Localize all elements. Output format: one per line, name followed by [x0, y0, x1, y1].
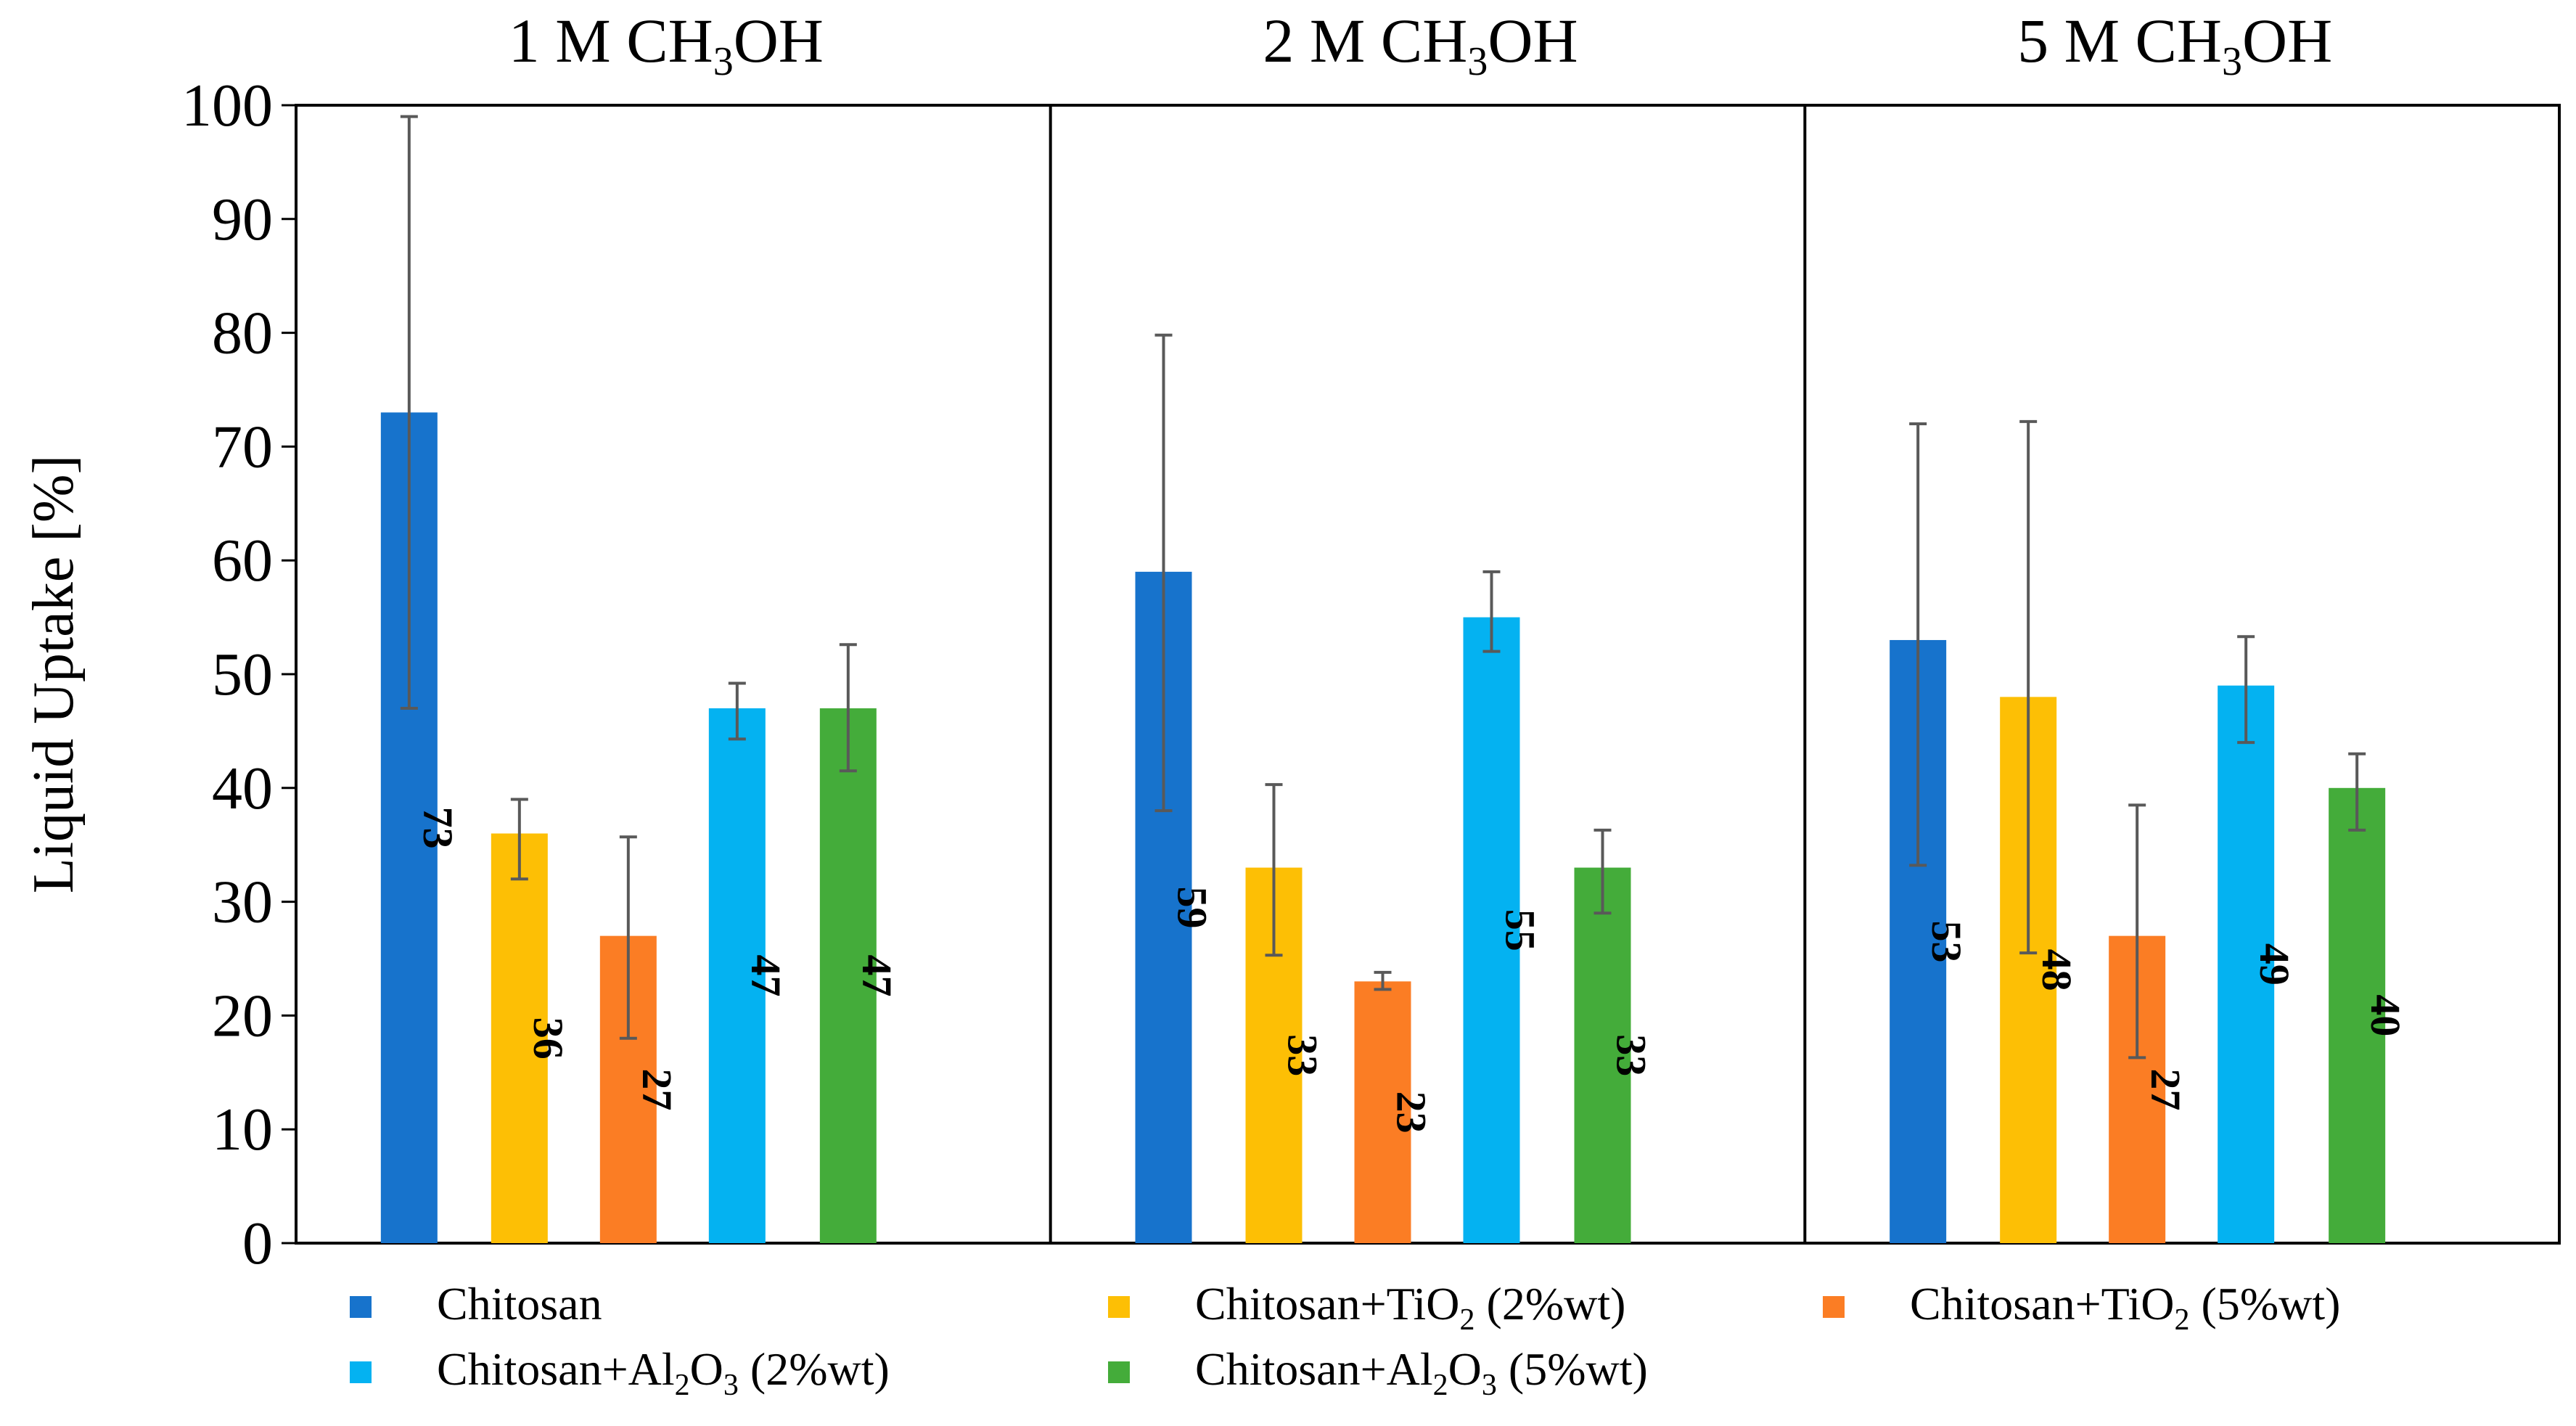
legend-swatch — [1108, 1361, 1130, 1383]
bar — [2329, 787, 2386, 1243]
legend-swatch — [1108, 1296, 1130, 1318]
data-label: 36 — [525, 1017, 572, 1060]
y-tick-label: 0 — [242, 1210, 273, 1277]
bar — [2218, 685, 2275, 1243]
y-tick-label: 40 — [212, 755, 273, 822]
legend-swatch — [350, 1296, 372, 1318]
data-label: 40 — [2362, 994, 2409, 1036]
legend-label: Chitosan+Al2O3 (2%wt) — [437, 1343, 890, 1402]
y-tick-label: 80 — [212, 300, 273, 367]
y-tick-label: 60 — [212, 527, 273, 594]
data-label: 33 — [1608, 1034, 1655, 1076]
data-label: 59 — [1169, 886, 1216, 928]
y-tick-label: 30 — [212, 869, 273, 936]
panel-title: 5 M CH3OH — [2017, 6, 2332, 84]
data-label: 47 — [742, 955, 789, 997]
legend-label: Chitosan+TiO2 (2%wt) — [1195, 1278, 1625, 1337]
bar — [1354, 981, 1411, 1243]
data-label: 23 — [1388, 1091, 1435, 1134]
data-label: 27 — [633, 1068, 681, 1110]
legend-label: Chitosan — [437, 1278, 602, 1329]
y-tick-label: 70 — [212, 413, 273, 480]
legend-swatch — [1823, 1296, 1845, 1318]
data-label: 33 — [1279, 1034, 1326, 1076]
panel-title: 1 M CH3OH — [509, 6, 824, 84]
data-label: 47 — [853, 955, 901, 997]
bar — [1574, 867, 1631, 1243]
legend-label: Chitosan+Al2O3 (5%wt) — [1195, 1343, 1648, 1402]
data-label: 49 — [2251, 943, 2298, 986]
bar — [819, 708, 877, 1243]
y-axis-label: Liquid Uptake [%] — [22, 455, 86, 893]
bar — [1463, 617, 1520, 1243]
y-tick-label: 100 — [181, 72, 273, 139]
y-tick-label: 20 — [212, 982, 273, 1049]
data-label: 73 — [414, 807, 462, 849]
bar — [708, 708, 766, 1243]
bar — [491, 833, 548, 1243]
data-label: 48 — [2033, 949, 2080, 991]
legend-swatch — [350, 1361, 372, 1383]
y-tick-label: 90 — [212, 186, 273, 253]
data-label: 53 — [1923, 920, 1970, 962]
y-tick-label: 50 — [212, 641, 273, 708]
data-label: 27 — [2142, 1068, 2189, 1110]
legend-label: Chitosan+TiO2 (5%wt) — [1910, 1278, 2340, 1337]
y-tick-label: 10 — [212, 1096, 273, 1163]
data-label: 55 — [1497, 909, 1544, 951]
panel-title: 2 M CH3OH — [1263, 6, 1578, 84]
